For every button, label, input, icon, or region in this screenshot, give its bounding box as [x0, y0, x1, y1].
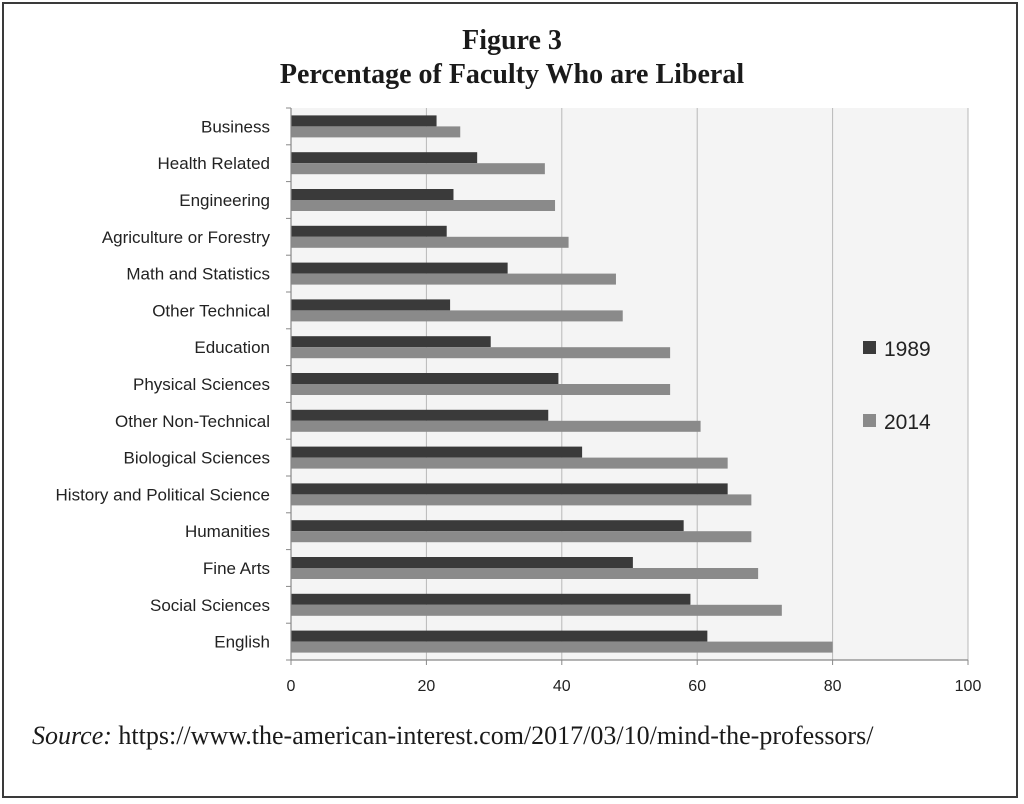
bar-1989 [291, 373, 559, 384]
figure-number: Figure 3 [462, 25, 562, 56]
source-label: Source: [32, 721, 112, 750]
bar-2014 [291, 568, 759, 579]
category-label: Education [194, 338, 270, 357]
category-label: Social Sciences [150, 596, 270, 615]
x-tick-label: 20 [418, 678, 436, 695]
bar-2014 [291, 126, 461, 138]
bar-1989 [291, 225, 447, 237]
category-label: Biological Sciences [124, 449, 270, 468]
bar-2014 [291, 531, 752, 543]
bar-1989 [291, 262, 508, 274]
bar-2014 [291, 236, 569, 248]
bar-1989 [291, 593, 691, 605]
legend-swatch [863, 414, 876, 427]
bar-1989 [291, 446, 583, 458]
category-label: Math and Statistics [126, 265, 270, 284]
source-note: Source: https://www.the-american-interes… [32, 720, 992, 752]
figure-title: Percentage of Faculty Who are Liberal [279, 59, 745, 90]
source-url: https://www.the-american-interest.com/20… [118, 721, 874, 750]
category-label: Engineering [179, 191, 270, 210]
bar-1989 [291, 557, 633, 568]
legend-swatch [863, 341, 876, 354]
bar-1989 [291, 520, 684, 532]
bar-2014 [291, 200, 556, 211]
bar-1989 [291, 483, 728, 495]
bar-1989 [291, 189, 454, 200]
legend: 1989 2014 [863, 338, 931, 434]
bar-2014 [291, 641, 833, 653]
x-axis-ticks: 0 20 40 60 80 100 [287, 660, 982, 695]
legend-label: 1989 [884, 338, 931, 361]
category-label: Physical Sciences [133, 375, 270, 394]
bar-2014 [291, 273, 616, 285]
x-tick-label: 0 [287, 678, 296, 695]
bar-1989 [291, 409, 549, 421]
category-label: English [214, 633, 270, 652]
bars [291, 115, 833, 653]
bar-2014 [291, 310, 623, 322]
x-tick-label: 60 [688, 678, 706, 695]
x-tick-label: 100 [955, 678, 982, 695]
bar-1989 [291, 115, 437, 127]
legend-label: 2014 [884, 411, 931, 434]
category-label: Humanities [185, 522, 270, 541]
bar-2014 [291, 604, 782, 616]
category-label: Agriculture or Forestry [102, 228, 271, 247]
bar-2014 [291, 384, 671, 395]
bar-2014 [291, 347, 671, 359]
x-tick-label: 80 [824, 678, 842, 695]
bar-1989 [291, 336, 491, 348]
category-label: Health Related [158, 154, 270, 173]
category-label: Other Technical [152, 301, 270, 320]
category-label: Fine Arts [203, 559, 270, 578]
bar-1989 [291, 630, 708, 642]
category-label: Other Non-Technical [115, 412, 270, 431]
bar-1989 [291, 299, 451, 311]
x-tick-label: 40 [553, 678, 571, 695]
bar-2014 [291, 163, 545, 175]
bar-1989 [291, 152, 478, 164]
bar-2014 [291, 420, 701, 432]
category-label: History and Political Science [56, 485, 270, 504]
bar-2014 [291, 494, 752, 506]
category-labels: Business Health Related Engineering Agricul… [56, 117, 271, 651]
bar-2014 [291, 457, 728, 469]
category-label: Business [201, 117, 270, 136]
